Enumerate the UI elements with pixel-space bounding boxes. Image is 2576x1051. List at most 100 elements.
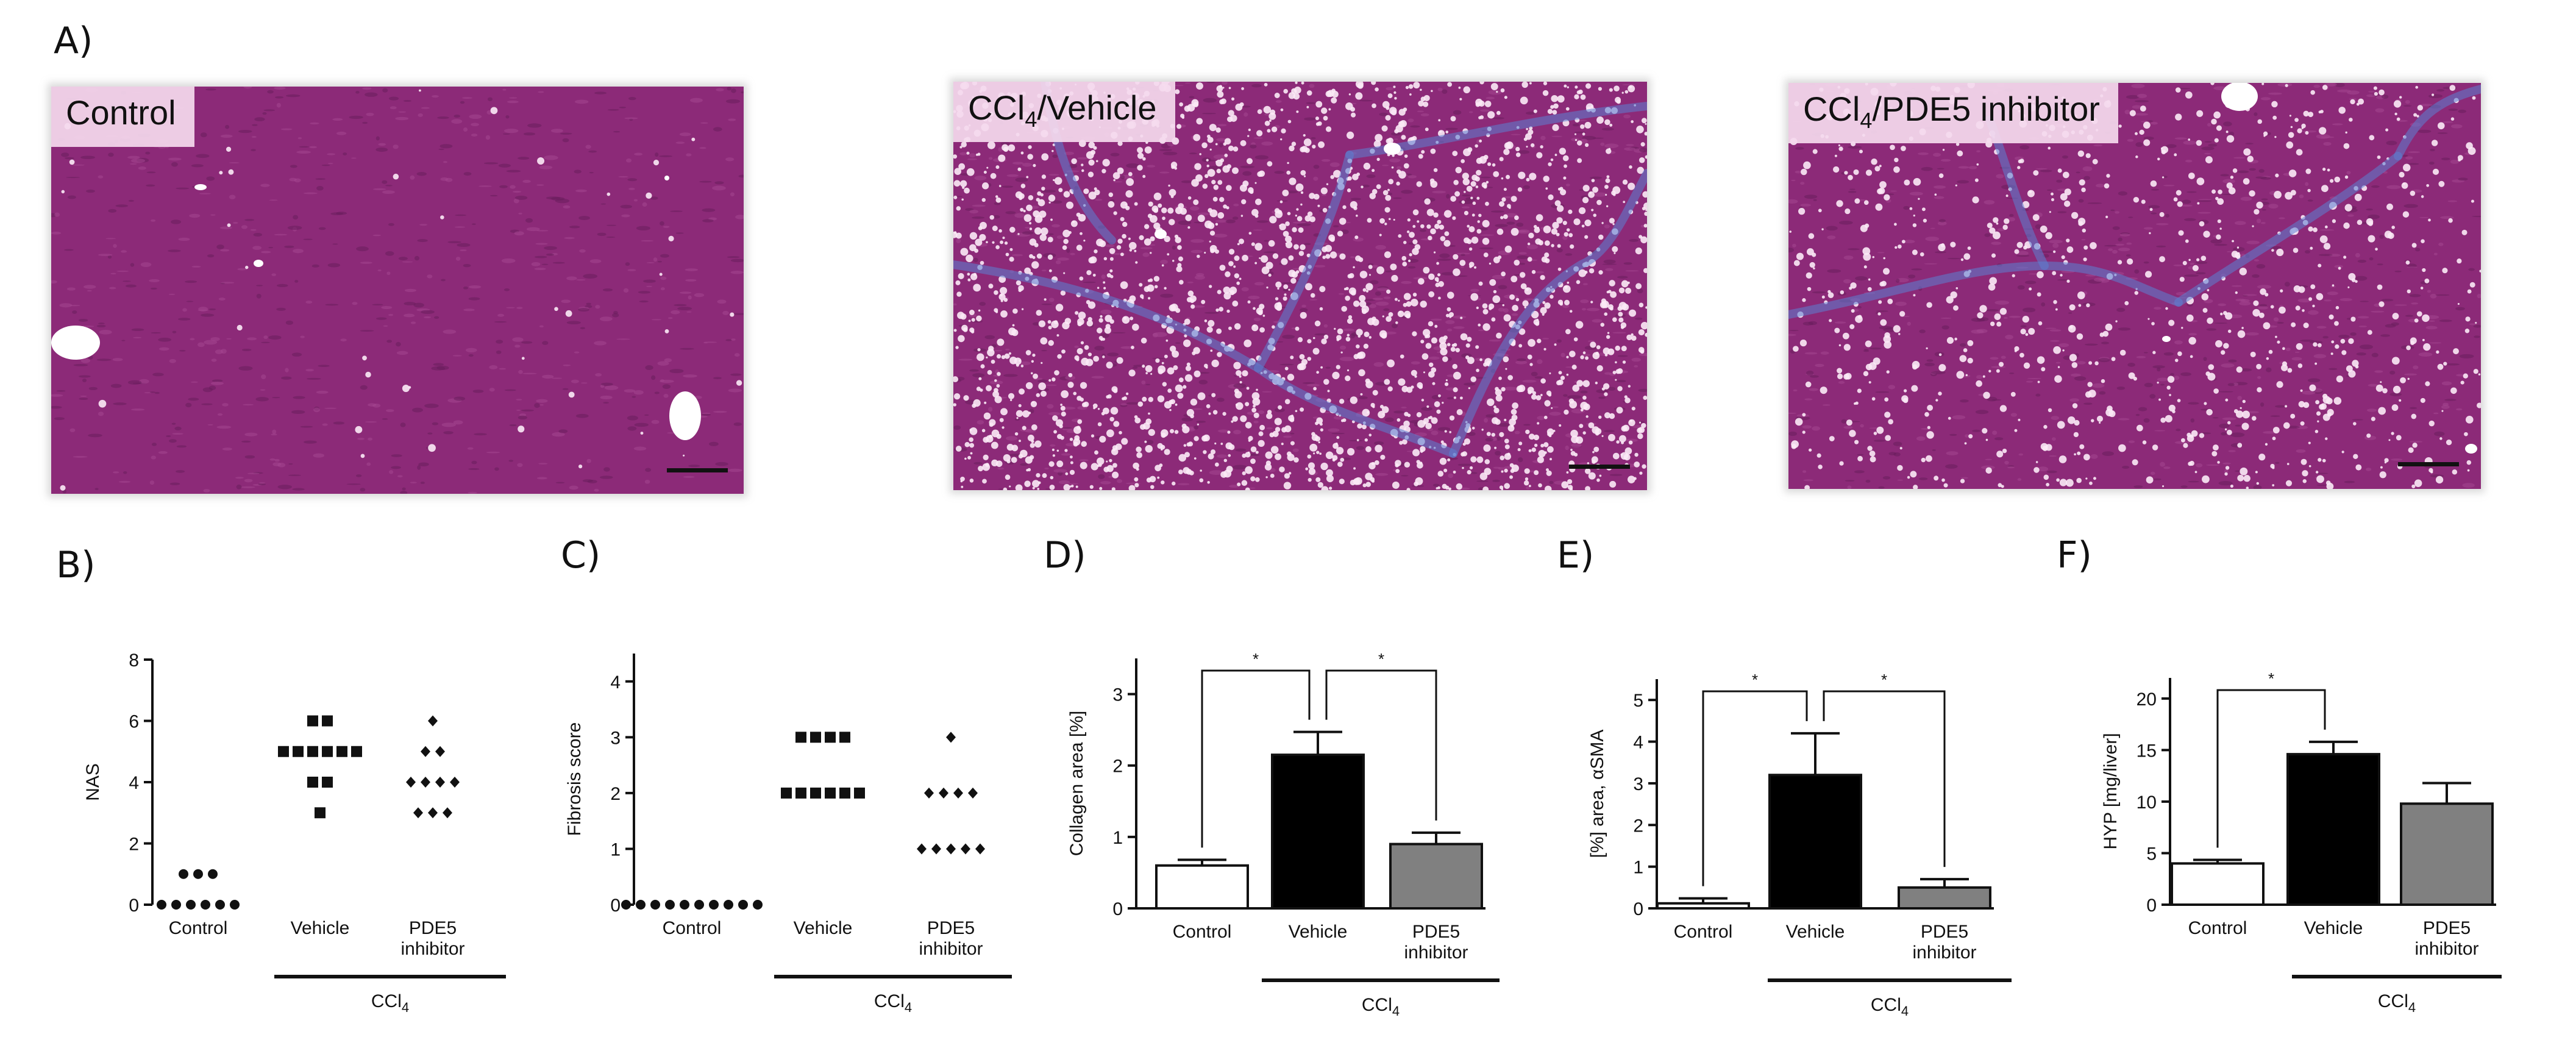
- micrograph-pde5-inhibitor: CCl4/PDE5 inhibitor: [1788, 83, 2481, 489]
- data-point: [428, 807, 438, 819]
- data-point: [435, 746, 445, 757]
- pde5-tissue-image: [1788, 83, 2481, 489]
- panel-label-c: C): [561, 534, 601, 577]
- data-point: [336, 746, 347, 757]
- data-point: [924, 787, 934, 799]
- data-point: [351, 746, 362, 757]
- vehicle-tissue-image: [953, 82, 1647, 490]
- y-tick-label: 2: [610, 784, 621, 804]
- y-tick-label: 3: [610, 728, 621, 748]
- x-tick-label: Control: [1674, 922, 1733, 942]
- bar: [1155, 864, 1249, 910]
- chart-C-group: 0 1 2 3 4 Fibrosis score Control Vehicle PDE5 inh…: [564, 654, 1012, 1015]
- x-tick-label: Control: [663, 918, 722, 938]
- y-tick-label: 20: [2137, 689, 2157, 710]
- chart-B-group: 0 2 4 6 8 NAS Control Vehicle PDE5 inhibitor CCl4: [83, 650, 506, 1015]
- x-tick-label: Vehicle: [291, 918, 350, 938]
- group-label: CCl4: [1871, 995, 1909, 1019]
- y-tick-label: 8: [129, 650, 139, 671]
- x-tick-label: Control: [2188, 918, 2247, 938]
- data-point: [953, 787, 963, 799]
- data-point: [315, 807, 326, 819]
- data-point: [810, 732, 821, 743]
- y-tick-label: 2: [1112, 757, 1123, 777]
- y-tick-label: 15: [2137, 741, 2157, 761]
- data-point: [709, 900, 719, 910]
- y-axis-label: Collagen area [%]: [1067, 711, 1087, 856]
- bar: [1389, 843, 1483, 910]
- data-point: [443, 807, 452, 819]
- group-label: CCl4: [874, 991, 912, 1015]
- data-point: [179, 869, 188, 879]
- data-point: [307, 777, 318, 788]
- data-point: [307, 715, 318, 727]
- panel-label-a: A): [54, 20, 93, 62]
- data-point: [450, 777, 460, 788]
- bar: [2400, 802, 2494, 906]
- y-axis-label: NAS: [83, 763, 103, 801]
- y-axis-label: [%] area, αSMA: [1587, 730, 1607, 858]
- x-tick-label: PDE5 inhibitor: [1404, 922, 1468, 963]
- data-point: [650, 900, 660, 910]
- data-point: [208, 869, 218, 879]
- bar: [2286, 753, 2380, 907]
- data-point: [961, 843, 970, 855]
- data-point: [917, 843, 927, 855]
- data-point: [939, 787, 948, 799]
- group-label: CCl4: [1362, 995, 1400, 1019]
- significance-bracket: [1201, 669, 1311, 848]
- significance-bracket: [1702, 690, 1808, 886]
- bar: [2171, 862, 2265, 907]
- bar: [1656, 902, 1750, 910]
- data-point: [931, 843, 941, 855]
- data-point: [201, 900, 210, 910]
- y-tick-label: 0: [1633, 899, 1643, 919]
- y-tick-label: 4: [129, 773, 139, 793]
- x-tick-label: PDE5 inhibitor: [919, 918, 983, 959]
- data-point: [795, 787, 806, 799]
- data-point: [968, 787, 978, 799]
- x-tick-label: Vehicle: [1289, 922, 1348, 942]
- significance-star: *: [1378, 650, 1384, 668]
- x-tick-label: PDE5 inhibitor: [2414, 918, 2478, 959]
- data-point: [421, 746, 430, 757]
- data-point: [665, 900, 675, 910]
- data-point: [428, 715, 438, 727]
- group-label: CCl4: [371, 991, 409, 1015]
- data-point: [293, 746, 304, 757]
- y-tick-label: 5: [1633, 691, 1643, 711]
- y-tick-label: 1: [1633, 858, 1643, 878]
- chart-F-group: 0 5 10 15 20 HYP [mg/liver] Control Vehicle PDE5…: [2101, 669, 2502, 1015]
- data-point: [193, 869, 203, 879]
- data-point: [322, 777, 333, 788]
- data-point: [946, 843, 956, 855]
- significance-bracket: [2216, 689, 2326, 848]
- micrograph-vehicle: CCl4/Vehicle: [953, 82, 1647, 490]
- data-point: [738, 900, 748, 910]
- bar: [1768, 774, 1862, 910]
- y-tick-label: 0: [2146, 896, 2157, 916]
- data-point: [753, 900, 763, 910]
- x-tick-label: Vehicle: [794, 918, 853, 938]
- significance-star: *: [1253, 650, 1259, 668]
- micrograph-label-vehicle: CCl4/Vehicle: [953, 82, 1175, 143]
- x-tick-label: Control: [1173, 922, 1232, 942]
- x-tick-label: Vehicle: [1786, 922, 1845, 942]
- panel-label-d: D): [1044, 534, 1086, 577]
- data-point: [215, 900, 225, 910]
- data-point: [680, 900, 689, 910]
- data-point: [322, 746, 333, 757]
- chart-D-group: 0 1 2 3 Collagen area [%] Control Vehicle PDE5 i…: [1067, 650, 1500, 1019]
- scale-bar: [667, 468, 728, 472]
- data-point: [157, 900, 166, 910]
- data-point: [621, 900, 631, 910]
- data-point: [724, 900, 733, 910]
- y-tick-label: 1: [610, 839, 621, 860]
- data-point: [810, 787, 821, 799]
- y-tick-label: 10: [2137, 793, 2157, 813]
- data-point: [636, 900, 646, 910]
